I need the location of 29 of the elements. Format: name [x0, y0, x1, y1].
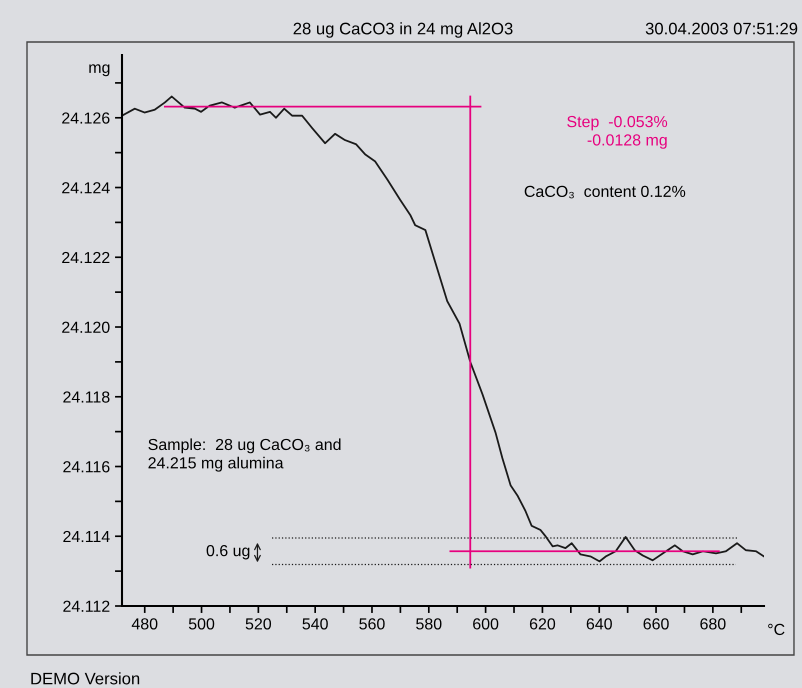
- y-tick-label: 24.112: [63, 600, 110, 612]
- x-tick-label: 480: [132, 618, 158, 630]
- y-axis-title: mg: [89, 64, 110, 76]
- x-tick-label: 520: [246, 618, 272, 630]
- annotation: CaCO₃ content 0.12%: [524, 186, 686, 198]
- annotation: Sample: 28 ug CaCO₃ and 24.215 mg alumina: [148, 438, 340, 472]
- y-tick-label: 24.118: [63, 391, 110, 403]
- x-tick-label: 620: [530, 618, 556, 630]
- y-tick-label: 24.114: [63, 530, 110, 542]
- x-tick-label: 680: [700, 618, 726, 630]
- x-tick-label: 600: [473, 618, 498, 630]
- x-tick-label: 660: [644, 618, 669, 630]
- y-tick-label: 24.120: [62, 322, 110, 333]
- line-series: [122, 96, 764, 562]
- y-tick-label: 24.124: [62, 182, 110, 194]
- chart-title: 28 ug CaCO3 in 24 mg Al2O3: [294, 22, 513, 38]
- y-tick-label: 24.126: [62, 112, 110, 124]
- x-tick-label: 540: [302, 618, 328, 630]
- annotation: 0.6 ug: [206, 544, 250, 560]
- x-tick-label: 560: [359, 618, 385, 630]
- x-axis-title: °C: [768, 624, 785, 636]
- text: DEMO Version: [31, 672, 140, 684]
- x-tick-label: 640: [586, 618, 612, 630]
- x-tick-label: 580: [416, 618, 442, 630]
- x-tick-label: 500: [188, 618, 214, 630]
- y-tick-label: 24.122: [62, 252, 110, 264]
- annotation: Step -0.053% -0.0128 mg: [567, 116, 668, 149]
- text: 30.04.2003 07:51:29: [646, 22, 798, 34]
- y-tick-label: 24.116: [63, 461, 110, 472]
